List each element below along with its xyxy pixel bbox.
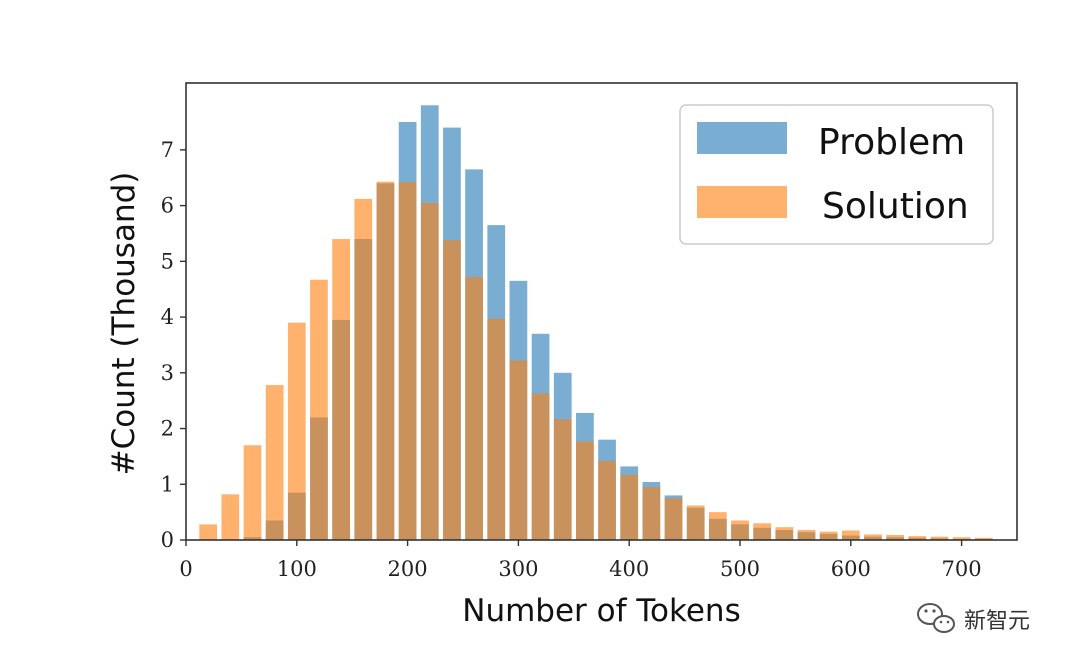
bar-solution: [465, 276, 483, 540]
y-tick-label: 0: [161, 528, 174, 552]
y-tick-label: 3: [161, 361, 174, 385]
bar-solution: [332, 239, 350, 541]
y-axis-label: #Count (Thousand): [106, 172, 142, 476]
bar-solution: [509, 360, 528, 540]
bar-solution: [620, 474, 639, 540]
bar-solution: [686, 505, 705, 540]
bar-solution: [886, 534, 904, 540]
x-axis-label: Number of Tokens: [462, 593, 740, 629]
x-tick-label: 300: [498, 557, 538, 581]
bar-solution: [398, 182, 417, 540]
bar-solution: [908, 536, 927, 540]
bar-solution: [708, 512, 727, 540]
bar-solution: [797, 529, 816, 540]
bar-solution: [443, 240, 461, 540]
bar-solution: [930, 536, 949, 540]
watermark-text: 新智元: [964, 609, 1030, 634]
bar-solution: [753, 523, 772, 540]
x-tick-label: 400: [609, 557, 649, 581]
y-axis-ticks: 0 1 2 3 4 5 6 7: [161, 138, 186, 552]
bar-solution: [487, 318, 506, 540]
x-tick-label: 700: [942, 557, 982, 581]
y-tick-label: 5: [161, 249, 174, 273]
bar-solution: [731, 520, 749, 540]
bar-solution: [841, 530, 860, 540]
x-tick-label: 500: [720, 557, 760, 581]
bar-solution: [531, 393, 550, 540]
bar-solution: [265, 385, 284, 540]
bar-solution: [664, 498, 683, 540]
bar-solution: [598, 460, 616, 540]
bar-solution: [221, 494, 240, 540]
legend: Problem Solution: [679, 104, 994, 245]
x-tick-label: 100: [277, 557, 317, 581]
y-tick-label: 6: [161, 194, 174, 218]
y-tick-label: 7: [161, 138, 174, 162]
legend-swatch-problem: [697, 122, 787, 154]
bar-solution: [243, 445, 262, 540]
solution-bars: [199, 181, 993, 541]
y-tick-label: 2: [161, 417, 174, 441]
bar-solution: [576, 441, 594, 540]
wechat-icon: [917, 603, 955, 633]
bar-solution: [819, 531, 838, 540]
bar-solution: [775, 527, 794, 540]
bar-solution: [420, 202, 439, 540]
x-tick-label: 200: [388, 557, 428, 581]
bar-solution: [642, 487, 661, 540]
x-tick-label: 0: [179, 557, 192, 581]
bar-solution: [354, 198, 373, 541]
x-axis-ticks: 0 100 200 300 400 500 600 700: [179, 540, 982, 581]
watermark: 新智元: [917, 603, 1030, 634]
bar-solution: [287, 322, 306, 540]
x-tick-label: 600: [831, 557, 871, 581]
bar-solution: [952, 537, 971, 540]
bar-solution: [376, 181, 395, 540]
bar-solution: [310, 279, 328, 540]
bar-solution: [864, 534, 882, 540]
legend-swatch-solution: [697, 186, 787, 218]
legend-label-solution: Solution: [822, 186, 969, 227]
plot-frame: [185, 82, 1018, 541]
bar-solution: [553, 419, 572, 540]
y-tick-label: 4: [161, 305, 174, 329]
legend-label-problem: Problem: [818, 122, 965, 163]
y-tick-label: 1: [161, 472, 174, 496]
bar-solution: [199, 524, 218, 540]
bar-solution: [974, 537, 993, 540]
